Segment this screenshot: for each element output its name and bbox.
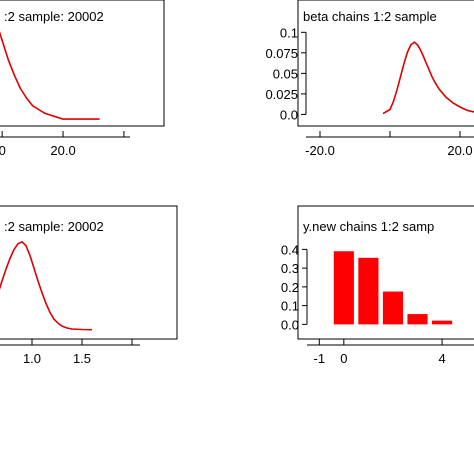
x-tick-label: 0 [0, 143, 6, 158]
density-line [382, 41, 474, 115]
bar [407, 314, 428, 325]
series-layer [382, 41, 474, 115]
y-tick-label: 0.1 [281, 299, 299, 314]
x-tick-label: 20.0 [50, 143, 75, 158]
y-tick-label: 0.0 [281, 317, 299, 332]
axes: -1 0 4 0.4 0.3 0.2 0.1 0.0 [281, 242, 474, 366]
bar [382, 291, 404, 325]
x-tick-label: 1.5 [73, 351, 91, 366]
chart-panel-2: beta chains 1:2 sample -20.0 20.0 0.1 0.075… [265, 0, 474, 158]
x-tick-label: 20.0 [447, 143, 472, 158]
x-tick-label: -20.0 [305, 143, 335, 158]
chart-panel-1: :2 sample: 20002 0 20.0 [0, 0, 165, 158]
x-tick-label: 4 [438, 351, 445, 366]
series-layer [333, 251, 453, 325]
bar [358, 257, 379, 325]
panel-title: :2 sample: 20002 [4, 9, 104, 24]
x-tick-label: -1 [313, 351, 325, 366]
x-axis: 1.0 1.5 [0, 339, 140, 366]
density-line [0, 241, 93, 331]
plot-frame [297, 0, 474, 127]
y-tick-label: 0.4 [281, 242, 299, 257]
y-tick-label: 0.025 [265, 87, 298, 102]
plot-frame [297, 205, 474, 340]
y-tick-label: 0.3 [281, 261, 299, 276]
panel-title: beta chains 1:2 sample [303, 9, 437, 24]
axes: -20.0 20.0 0.1 0.075 0.05 0.025 0.0 [265, 25, 474, 158]
x-axis: 0 20.0 [0, 131, 130, 158]
y-tick-label: 0.05 [273, 66, 298, 81]
panel-title: :2 sample: 20002 [4, 219, 104, 234]
y-tick-label: 0.1 [280, 25, 298, 40]
chart-panel-3: :2 sample: 20002 1.0 1.5 [0, 205, 178, 366]
panel-title: y.new chains 1:2 samp [303, 219, 434, 234]
y-tick-label: 0.2 [281, 280, 299, 295]
x-tick-label: 0 [340, 351, 347, 366]
bar [333, 251, 354, 325]
plot-frame [0, 0, 165, 127]
bar [432, 320, 453, 325]
series-layer [0, 241, 93, 331]
series-layer [0, 31, 100, 120]
chart-panel-4: y.new chains 1:2 samp -1 0 4 0.4 0.3 0.2 0.1 0.… [281, 205, 474, 366]
plot-frame [0, 205, 178, 340]
x-tick-label: 1.0 [23, 351, 41, 366]
density-line [0, 31, 100, 120]
y-tick-label: 0.0 [280, 107, 298, 122]
y-tick-label: 0.075 [265, 46, 298, 61]
